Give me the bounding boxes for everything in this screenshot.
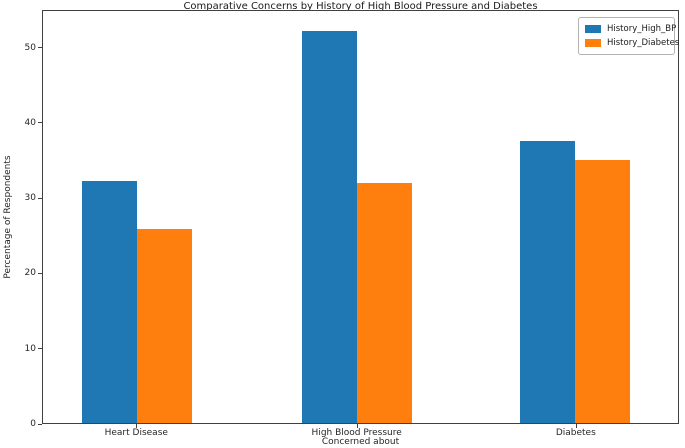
legend-swatch-icon: [585, 39, 601, 47]
legend: History_High_BP History_Diabetes: [578, 17, 679, 55]
xtick-mark: [136, 424, 138, 428]
xtick-label-high-blood-pressure: High Blood Pressure: [311, 428, 402, 438]
ytick-mark: [38, 272, 42, 274]
y-axis-label: Percentage of Respondents: [3, 155, 13, 279]
bar-history_diabetes-diabetes: [575, 160, 631, 423]
x-axis-label: Concerned about: [321, 437, 400, 447]
ytick-label: 10: [24, 343, 36, 354]
ytick-label: 20: [24, 268, 36, 279]
legend-item-history_diabetes: History_Diabetes: [585, 36, 679, 50]
legend-item-history_high_bp: History_High_BP: [585, 22, 676, 36]
legend-label: History_High_BP: [607, 24, 677, 34]
ytick-mark: [38, 197, 42, 199]
chart-title: Comparative Concerns by History of High …: [183, 1, 538, 12]
ytick-mark: [38, 423, 42, 425]
bar-history_diabetes-heart-disease: [136, 229, 192, 423]
xtick-label-diabetes: Diabetes: [555, 428, 596, 438]
xtick-label-heart-disease: Heart Disease: [104, 428, 168, 438]
bar-history_high_bp-heart-disease: [81, 181, 137, 423]
xtick-mark: [356, 424, 358, 428]
ytick-mark: [38, 348, 42, 350]
ytick-label: 0: [30, 419, 36, 429]
bar-history_diabetes-high-blood-pressure: [356, 183, 412, 423]
legend-swatch-icon: [585, 25, 601, 33]
ytick-label: 50: [24, 42, 36, 53]
bar-history_high_bp-high-blood-pressure: [301, 31, 357, 423]
ytick-label: 40: [24, 117, 36, 128]
xtick-mark: [575, 424, 577, 428]
bar-history_high_bp-diabetes: [520, 141, 576, 423]
plot-area: [42, 10, 679, 424]
legend-label: History_Diabetes: [607, 38, 680, 48]
ytick-mark: [38, 122, 42, 124]
ytick-mark: [38, 47, 42, 49]
ytick-label: 30: [24, 193, 36, 204]
